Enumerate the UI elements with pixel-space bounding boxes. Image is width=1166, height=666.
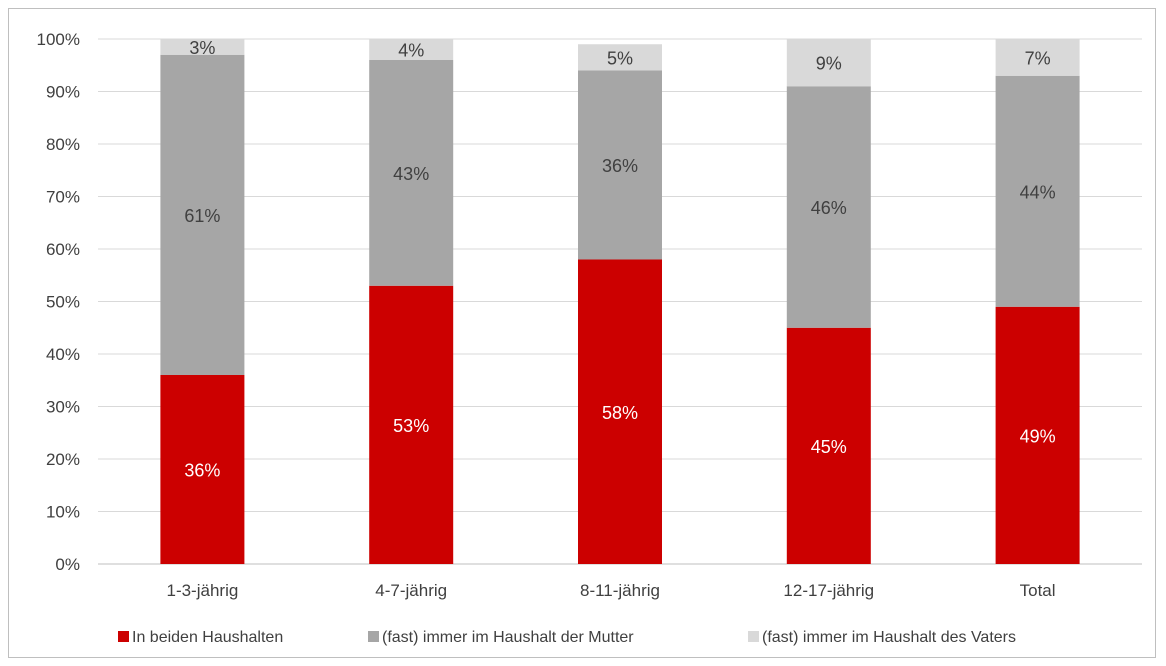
data-label: 46% <box>811 198 847 218</box>
legend: In beiden Haushalten (fast) immer im Haus… <box>118 629 1016 646</box>
x-tick-label: 8-11-jährig <box>580 581 660 600</box>
bar-segment <box>369 285 454 564</box>
data-label: 44% <box>1020 182 1056 202</box>
legend-swatch <box>748 631 759 642</box>
data-label: 4% <box>398 41 424 61</box>
y-tick-label: 10% <box>46 503 80 522</box>
data-label: 36% <box>602 156 638 176</box>
y-tick-label: 40% <box>46 345 80 364</box>
bar-segment <box>578 70 662 260</box>
bar-segment <box>786 86 871 328</box>
bars <box>160 39 1080 564</box>
data-label: 58% <box>602 403 638 423</box>
bar-segment <box>786 39 871 87</box>
x-tick-label: Total <box>1020 581 1056 600</box>
bar-segment <box>578 259 662 564</box>
data-labels: 36% 61% 3% 53% 43% 4% 58% 36% 5% 45% 46% 9% 49% 44% 7% <box>184 38 1055 481</box>
y-tick-label: 30% <box>46 398 80 417</box>
data-label: 3% <box>189 38 215 58</box>
y-tick-label: 90% <box>46 83 80 102</box>
data-label: 36% <box>184 461 220 481</box>
legend-swatch <box>118 631 129 642</box>
data-label: 9% <box>816 54 842 74</box>
legend-swatch <box>368 631 379 642</box>
y-tick-label: 100% <box>37 30 80 49</box>
data-label: 53% <box>393 416 429 436</box>
x-tick-label: 4-7-jährig <box>375 581 447 600</box>
y-axis-ticks: 0% 10% 20% 30% 40% 50% 60% 70% 80% 90% 100% <box>37 30 80 574</box>
legend-label: (fast) immer im Haushalt des Vaters <box>762 629 1016 646</box>
bar-segment <box>786 327 871 564</box>
y-tick-label: 50% <box>46 293 80 312</box>
y-tick-label: 80% <box>46 135 80 154</box>
data-label: 7% <box>1025 48 1051 68</box>
y-tick-label: 20% <box>46 450 80 469</box>
bar-segment <box>369 39 454 60</box>
y-tick-label: 70% <box>46 188 80 207</box>
bar-segment <box>160 375 245 564</box>
data-label: 61% <box>184 206 220 226</box>
data-label: 5% <box>607 48 633 68</box>
y-tick-label: 0% <box>55 555 80 574</box>
data-label: 45% <box>811 437 847 457</box>
data-label: 49% <box>1020 426 1056 446</box>
bar-segment <box>160 39 245 55</box>
data-label: 43% <box>393 164 429 184</box>
bar-segment <box>995 306 1080 564</box>
bar-segment <box>995 39 1080 76</box>
bar-segment <box>160 54 245 375</box>
x-axis: 1-3-jährig 4-7-jährig 8-11-jährig 12-17-jäh… <box>166 581 1055 600</box>
legend-label: In beiden Haushalten <box>132 629 283 646</box>
x-tick-label: 12-17-jährig <box>783 581 874 600</box>
legend-label: (fast) immer im Haushalt der Mutter <box>382 629 634 646</box>
bar-segment <box>369 60 454 286</box>
bar-segment <box>995 75 1080 307</box>
y-tick-label: 60% <box>46 240 80 259</box>
bar-segment <box>578 44 662 71</box>
x-tick-label: 1-3-jährig <box>166 581 238 600</box>
